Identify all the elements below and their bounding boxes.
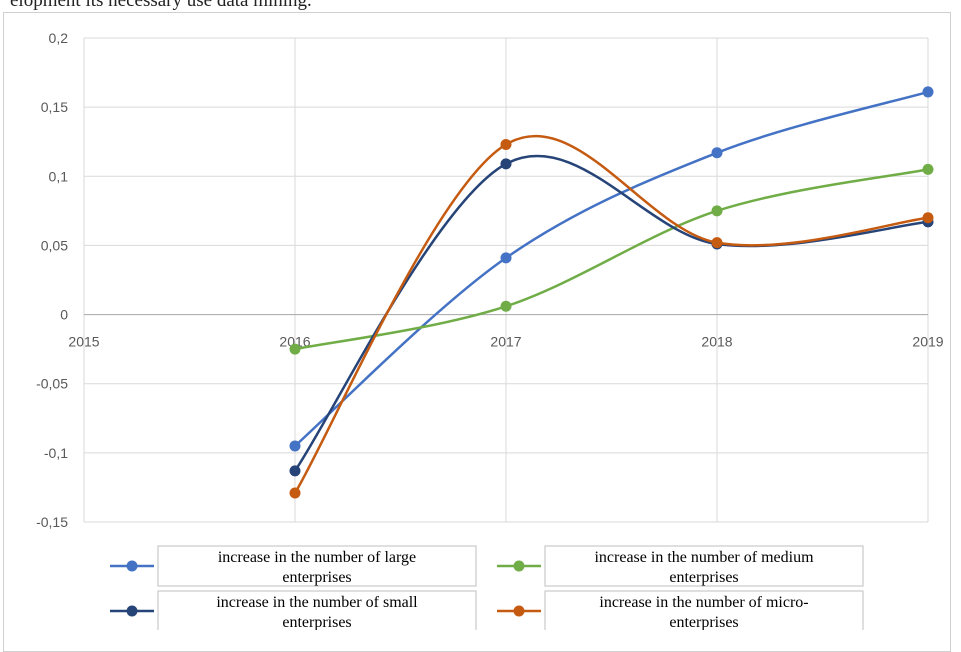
legend-marker <box>126 605 138 617</box>
y-tick-label: -0,15 <box>36 514 68 530</box>
page-top-text: elopment its necessary use data mining. <box>10 0 312 11</box>
y-tick-label: 0,2 <box>49 30 69 46</box>
y-tick-label: -0,1 <box>44 445 68 461</box>
legend-label: enterprises <box>669 614 738 630</box>
y-tick-label: 0,05 <box>41 237 68 253</box>
x-tick-label: 2017 <box>490 334 521 350</box>
legend-marker <box>513 605 525 617</box>
x-tick-label: 2019 <box>912 334 943 350</box>
y-tick-label: -0,05 <box>36 376 68 392</box>
y-tick-label: 0,15 <box>41 99 68 115</box>
data-point <box>500 158 512 170</box>
legend-label: enterprises <box>282 614 351 630</box>
legend-label: increase in the number of micro- <box>599 594 808 611</box>
data-point <box>922 163 934 175</box>
legend: increase in the number of large enterpris… <box>110 545 864 630</box>
data-point <box>500 300 512 312</box>
data-point <box>500 138 512 150</box>
data-point <box>711 237 723 249</box>
y-tick-label: 0,1 <box>49 168 69 184</box>
legend-marker <box>513 560 525 572</box>
legend-label: increase in the number of small <box>216 594 418 611</box>
series-line-3 <box>293 135 929 494</box>
x-tick-label: 2018 <box>701 334 732 350</box>
series-line-1 <box>294 168 929 351</box>
data-point <box>289 343 301 355</box>
series-line-0 <box>294 90 929 447</box>
x-tick-label: 2016 <box>279 334 310 350</box>
data-point <box>922 86 934 98</box>
line-chart: 0,2 0,15 0,1 0,05 0 -0,05 -0,1 -0,15 2015 2016 201… <box>36 30 944 630</box>
data-point <box>289 465 301 477</box>
x-tick-label: 2015 <box>68 334 99 350</box>
legend-item-2: increase in the number of small enterpris… <box>110 590 477 630</box>
data-point <box>711 205 723 217</box>
legend-label: enterprises <box>669 569 738 586</box>
legend-item-3: increase in the number of micro-enterpri… <box>497 590 864 630</box>
grid <box>83 37 929 523</box>
data-point <box>711 147 723 159</box>
data-point <box>289 487 301 499</box>
series-layer <box>289 86 934 499</box>
data-point <box>922 212 934 224</box>
legend-label: enterprises <box>282 569 351 586</box>
legend-marker <box>126 560 138 572</box>
legend-item-0: increase in the number of large enterpris… <box>110 545 477 587</box>
legend-item-1: increase in the number of medium enterpri… <box>497 545 864 587</box>
y-tick-label: 0 <box>60 307 68 323</box>
legend-label: increase in the number of medium <box>594 549 814 566</box>
axes: 0,2 0,15 0,1 0,05 0 -0,05 -0,1 -0,15 2015 2016 201… <box>36 30 944 530</box>
data-point <box>289 440 301 452</box>
data-point <box>500 252 512 264</box>
series-line-2 <box>293 154 929 472</box>
legend-label: increase in the number of large <box>218 549 416 566</box>
